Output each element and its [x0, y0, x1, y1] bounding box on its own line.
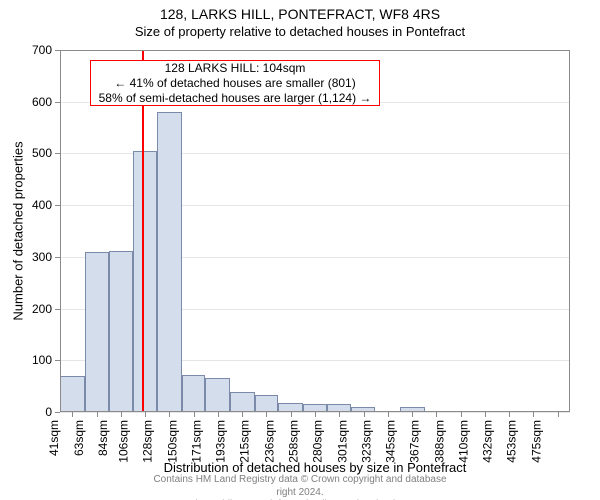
- histogram-bar: [327, 404, 350, 412]
- x-tick-mark: [533, 412, 534, 417]
- x-tick-mark: [145, 412, 146, 417]
- y-tick-mark: [55, 412, 60, 413]
- annotation-box: 128 LARKS HILL: 104sqm ← 41% of detached…: [90, 60, 380, 106]
- x-tick-label: 432sqm: [481, 420, 495, 463]
- x-tick-label: 258sqm: [287, 420, 301, 463]
- plot-area: 128 LARKS HILL: 104sqm ← 41% of detached…: [60, 50, 570, 412]
- x-tick-mark: [315, 412, 316, 417]
- histogram-bar: [60, 376, 85, 412]
- x-tick-mark: [291, 412, 292, 417]
- histogram-bar: [205, 378, 230, 412]
- y-tick-label: 400: [32, 198, 56, 212]
- address-line: 128, LARKS HILL, PONTEFRACT, WF8 4RS: [0, 0, 600, 24]
- y-tick-label: 500: [32, 146, 56, 160]
- x-tick-label: 236sqm: [262, 420, 276, 463]
- histogram-bar: [303, 404, 328, 412]
- histogram-bar: [133, 151, 158, 412]
- x-tick-label: 345sqm: [384, 420, 398, 463]
- y-tick-mark: [55, 102, 60, 103]
- x-tick-label: 150sqm: [165, 420, 179, 463]
- x-tick-mark: [266, 412, 267, 417]
- x-tick-mark: [388, 412, 389, 417]
- histogram-bar: [157, 112, 182, 412]
- annotation-line-2: ← 41% of detached houses are smaller (80…: [91, 76, 379, 91]
- x-tick-label: 367sqm: [408, 420, 422, 463]
- x-tick-mark: [436, 412, 437, 417]
- y-tick-mark: [55, 309, 60, 310]
- footer: Contains HM Land Registry data © Crown c…: [150, 474, 450, 500]
- histogram-bar: [182, 375, 205, 412]
- x-tick-mark: [339, 412, 340, 417]
- y-tick-mark: [55, 153, 60, 154]
- x-tick-mark: [242, 412, 243, 417]
- x-tick-mark: [558, 412, 559, 417]
- x-tick-label: 171sqm: [190, 420, 204, 463]
- y-tick-mark: [55, 205, 60, 206]
- annotation-line-3: 58% of semi-detached houses are larger (…: [91, 91, 379, 106]
- y-tick-label: 600: [32, 95, 56, 109]
- x-tick-mark: [412, 412, 413, 417]
- y-tick-label: 100: [32, 353, 56, 367]
- x-tick-mark: [72, 412, 73, 417]
- x-tick-label: 84sqm: [96, 420, 110, 456]
- subtitle-line: Size of property relative to detached ho…: [0, 24, 600, 40]
- x-tick-label: 301sqm: [335, 420, 349, 463]
- histogram-bar: [230, 392, 255, 412]
- y-axis-label: Number of detached properties: [11, 141, 26, 320]
- x-tick-label: 453sqm: [505, 420, 519, 463]
- x-tick-mark: [364, 412, 365, 417]
- histogram-bar: [85, 252, 110, 412]
- x-tick-mark: [121, 412, 122, 417]
- y-tick-mark: [55, 360, 60, 361]
- x-tick-label: 388sqm: [432, 420, 446, 463]
- y-tick-mark: [55, 50, 60, 51]
- x-tick-mark: [461, 412, 462, 417]
- x-tick-label: 475sqm: [529, 420, 543, 463]
- x-tick-mark: [218, 412, 219, 417]
- x-tick-label: 128sqm: [141, 420, 155, 463]
- y-tick-mark: [55, 257, 60, 258]
- y-tick-label: 200: [32, 302, 56, 316]
- x-tick-label: 215sqm: [238, 420, 252, 463]
- annotation-line-1: 128 LARKS HILL: 104sqm: [91, 61, 379, 76]
- x-tick-mark: [194, 412, 195, 417]
- x-tick-label: 193sqm: [214, 420, 228, 463]
- x-tick-mark: [485, 412, 486, 417]
- histogram-bar: [278, 403, 303, 412]
- histogram-bar: [255, 395, 278, 412]
- x-tick-mark: [169, 412, 170, 417]
- y-tick-label: 300: [32, 250, 56, 264]
- x-tick-mark: [509, 412, 510, 417]
- footer-line-1: Contains HM Land Registry data © Crown c…: [150, 474, 450, 499]
- x-tick-label: 280sqm: [311, 420, 325, 463]
- y-tick-label: 700: [32, 43, 56, 57]
- x-tick-label: 323sqm: [359, 420, 373, 463]
- x-tick-label: 63sqm: [72, 420, 86, 456]
- x-tick-mark: [97, 412, 98, 417]
- x-tick-label: 410sqm: [457, 420, 471, 463]
- x-tick-label: 41sqm: [47, 420, 61, 456]
- chart-container: 128, LARKS HILL, PONTEFRACT, WF8 4RS Siz…: [0, 0, 600, 500]
- histogram-bar: [109, 251, 132, 412]
- x-tick-label: 106sqm: [117, 420, 131, 463]
